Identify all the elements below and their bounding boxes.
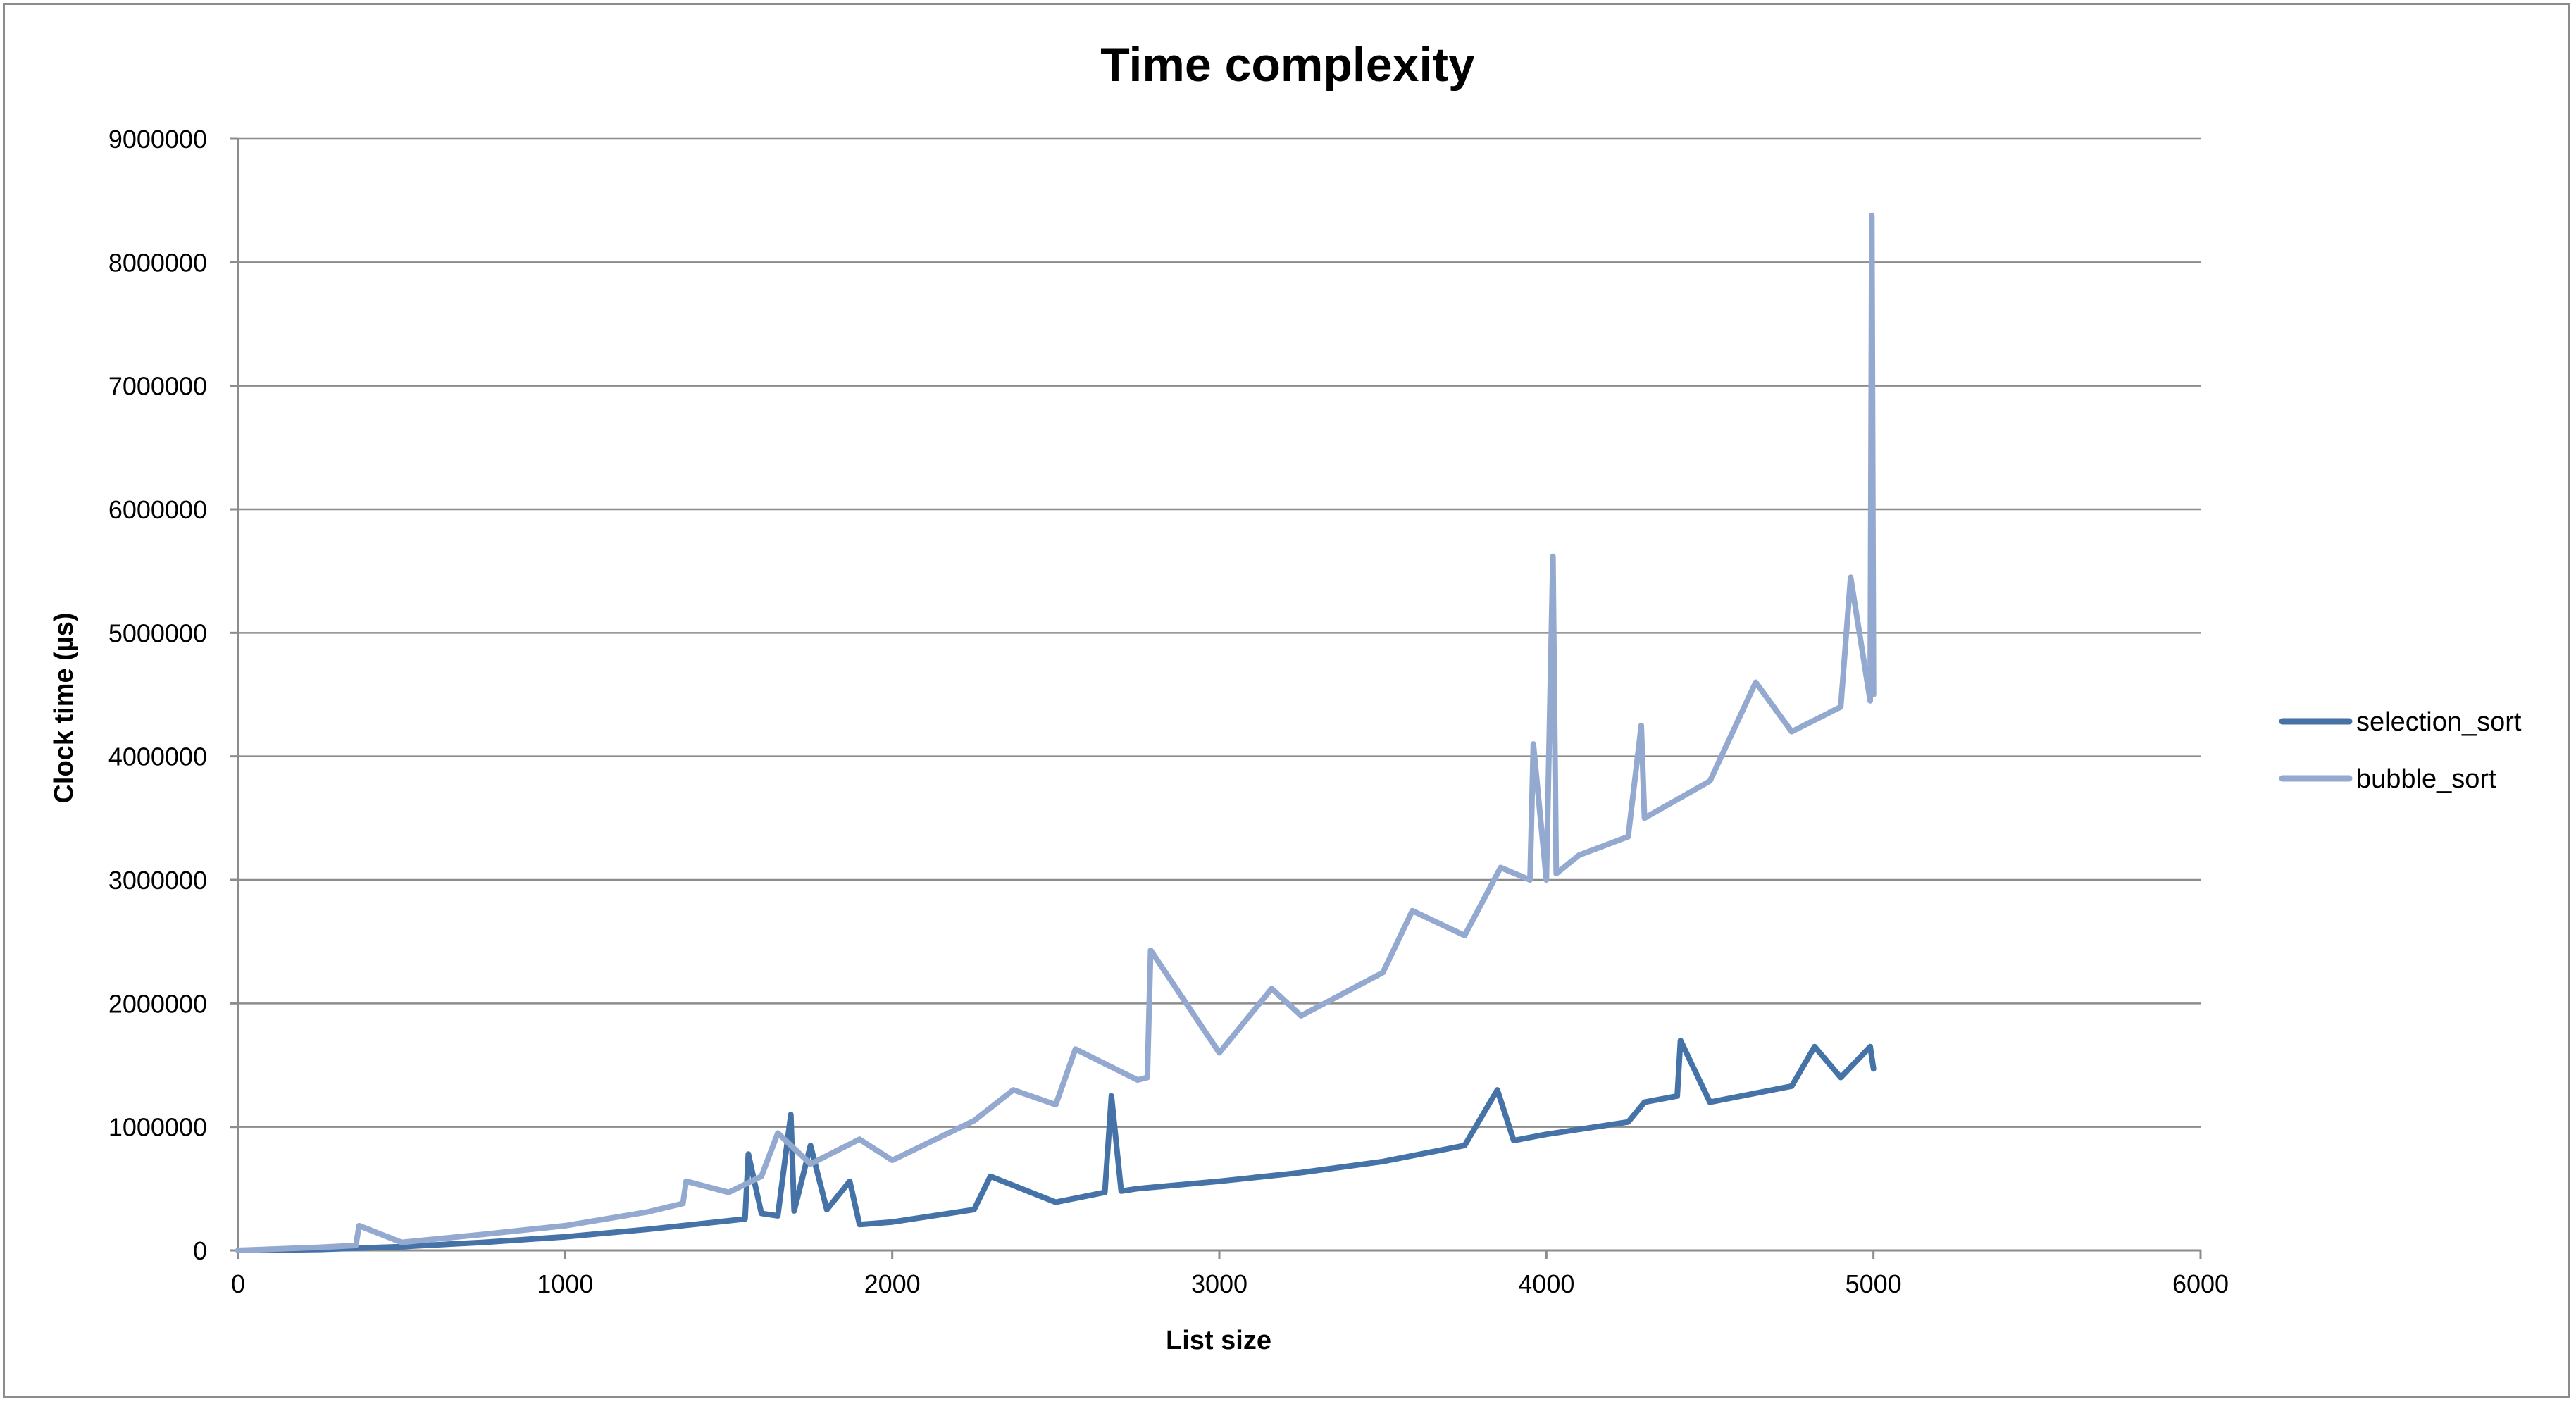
tick-labels: 0 1000000 2000000 3000000 4000000 5000000 6000…: [108, 125, 2229, 1298]
legend-label-bubble-sort: bubble_sort: [2356, 764, 2496, 794]
y-tick-label: 5000000: [108, 619, 207, 647]
y-tick-label: 0: [193, 1236, 207, 1265]
y-tick-label: 7000000: [108, 372, 207, 401]
x-tick-label: 3000: [1191, 1269, 1247, 1298]
y-tick-label: 2000000: [108, 989, 207, 1018]
y-tick-label: 3000000: [108, 866, 207, 895]
legend: selection_sort bubble_sort: [2279, 707, 2522, 794]
chart-frame: [3, 3, 2570, 1398]
x-tick-label: 5000: [1846, 1269, 1902, 1298]
y-axis-title: Clock time (µs): [49, 612, 79, 803]
y-tick-label: 6000000: [108, 495, 207, 524]
x-tick-label: 0: [231, 1269, 245, 1298]
chart-title: Time complexity: [1100, 38, 1475, 92]
axes: [230, 137, 2202, 1259]
x-tick-label: 1000: [537, 1269, 593, 1298]
x-tick-label: 6000: [2172, 1269, 2229, 1298]
y-tick-label: 9000000: [108, 125, 207, 154]
legend-label-selection-sort: selection_sort: [2356, 707, 2522, 737]
series-line-selection-sort: [235, 1037, 1877, 1253]
y-tick-label: 8000000: [108, 248, 207, 277]
gridlines: [238, 137, 2201, 1128]
x-tick-label: 2000: [864, 1269, 921, 1298]
y-tick-label: 4000000: [108, 743, 207, 771]
y-tick-label: 1000000: [108, 1113, 207, 1142]
x-tick-label: 4000: [1518, 1269, 1574, 1298]
series-lines: [235, 212, 1877, 1253]
x-axis-title: List size: [1166, 1326, 1271, 1355]
series-line-bubble-sort: [235, 212, 1877, 1253]
